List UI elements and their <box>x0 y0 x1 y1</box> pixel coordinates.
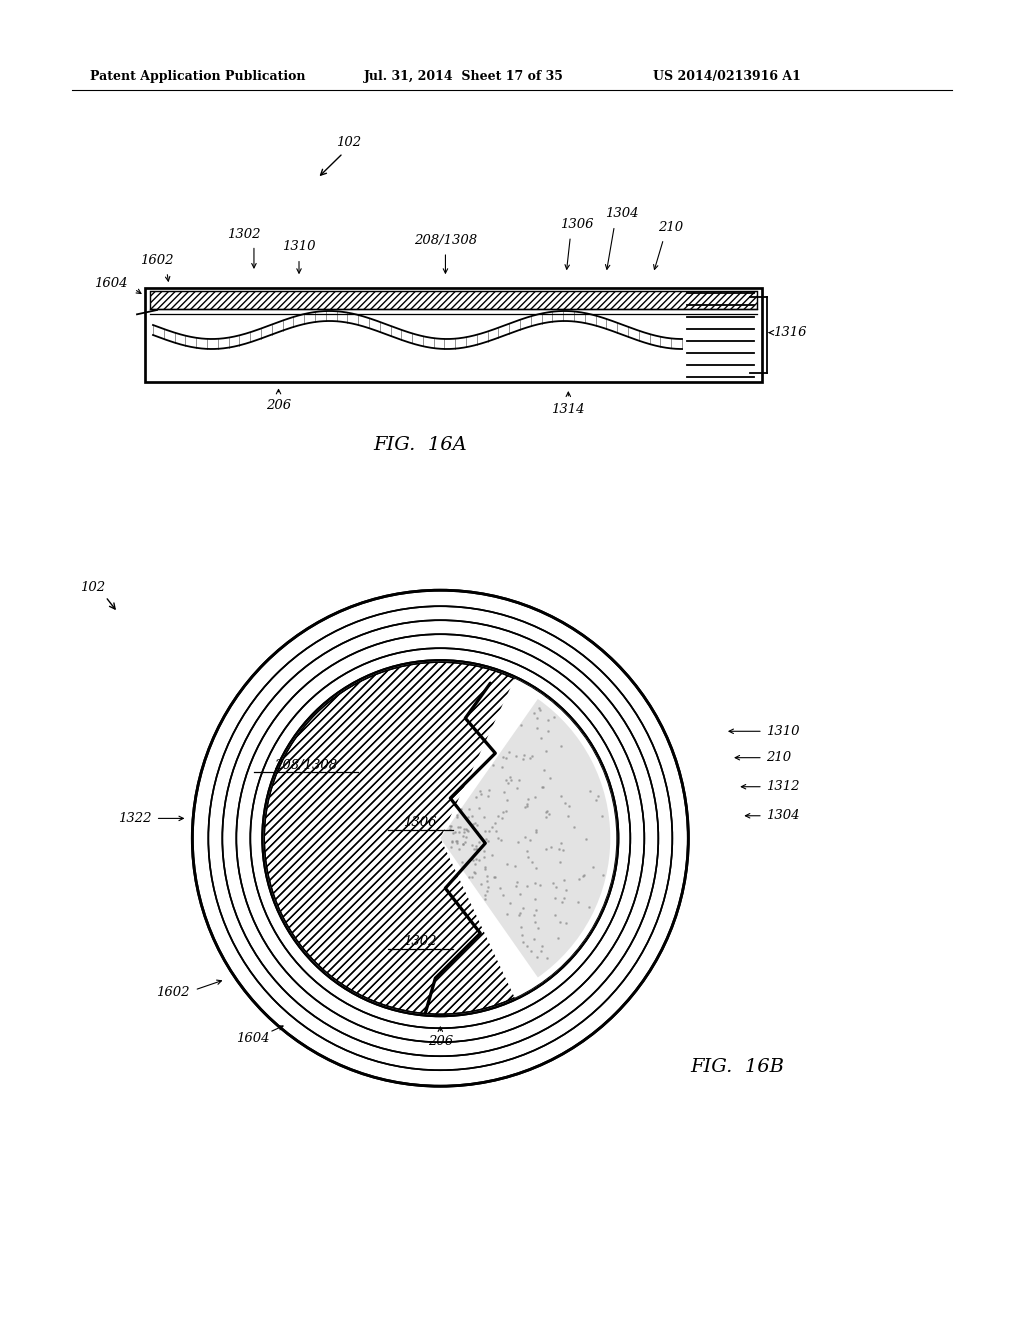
Text: Patent Application Publication: Patent Application Publication <box>90 70 305 83</box>
Text: FIG.  16B: FIG. 16B <box>690 1057 784 1076</box>
Text: 208/1308: 208/1308 <box>414 234 477 247</box>
Text: 1306: 1306 <box>403 816 436 829</box>
Wedge shape <box>440 700 610 977</box>
Text: 102: 102 <box>80 581 104 594</box>
Text: 1302: 1302 <box>403 935 436 948</box>
Text: 1302: 1302 <box>227 228 260 242</box>
Text: 1314: 1314 <box>552 403 585 416</box>
Text: 1304: 1304 <box>766 809 800 822</box>
Text: 1322: 1322 <box>118 812 152 825</box>
Text: 102: 102 <box>336 136 360 149</box>
Text: 1602: 1602 <box>156 986 189 999</box>
Bar <box>150 290 757 309</box>
Text: 1312: 1312 <box>766 780 800 793</box>
Text: 206: 206 <box>266 399 291 412</box>
Text: 1304: 1304 <box>605 207 638 220</box>
Text: 1316: 1316 <box>773 326 807 339</box>
Bar <box>145 288 762 381</box>
Text: 1604: 1604 <box>94 277 128 290</box>
Text: 1604: 1604 <box>237 1032 269 1045</box>
Text: 210: 210 <box>766 751 792 764</box>
Text: FIG.  16A: FIG. 16A <box>373 436 467 454</box>
Text: 210: 210 <box>658 220 683 234</box>
Wedge shape <box>440 678 616 998</box>
Text: 1310: 1310 <box>283 240 315 253</box>
Text: US 2014/0213916 A1: US 2014/0213916 A1 <box>653 70 801 83</box>
Text: 1306: 1306 <box>560 218 593 231</box>
Text: 208/1308: 208/1308 <box>273 759 337 772</box>
Text: Jul. 31, 2014  Sheet 17 of 35: Jul. 31, 2014 Sheet 17 of 35 <box>364 70 563 83</box>
Circle shape <box>264 663 616 1014</box>
Text: 1310: 1310 <box>766 725 800 738</box>
Text: 1602: 1602 <box>140 253 173 267</box>
Text: 206: 206 <box>428 1035 453 1048</box>
